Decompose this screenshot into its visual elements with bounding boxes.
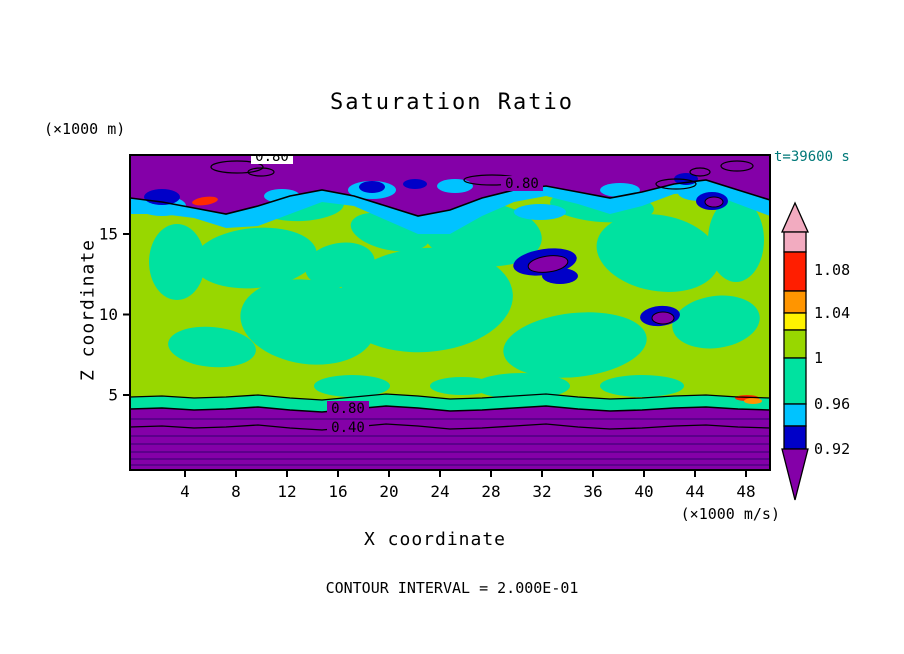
contour-interval-note: CONTOUR INTERVAL = 2.000E-01 [325,579,579,597]
svg-text:1.04: 1.04 [814,304,850,322]
y-axis-label: Z coordinate [77,238,99,382]
svg-text:12: 12 [277,482,296,501]
chart-title: Saturation Ratio [330,90,574,115]
svg-text:16: 16 [328,482,347,501]
svg-text:1: 1 [814,349,823,367]
svg-text:4: 4 [180,482,190,501]
svg-text:36: 36 [583,482,602,501]
svg-text:24: 24 [430,482,449,501]
svg-text:20: 20 [379,482,398,501]
svg-text:8: 8 [231,482,241,501]
svg-text:0.80: 0.80 [505,176,539,192]
svg-text:0.80: 0.80 [331,401,365,417]
svg-text:48: 48 [736,482,755,501]
y-axis-unit: (×1000 m) [44,120,126,138]
svg-text:28: 28 [481,482,500,501]
svg-text:0.40: 0.40 [331,420,365,436]
x-axis-label: X coordinate [363,529,507,550]
svg-text:44: 44 [685,482,704,501]
svg-text:0.96: 0.96 [814,395,850,413]
svg-text:0.92: 0.92 [814,440,850,458]
svg-text:40: 40 [634,482,653,501]
svg-text:15: 15 [99,225,118,244]
x-axis-unit: (×1000 m/s) [680,505,780,523]
svg-text:5: 5 [108,386,118,405]
svg-text:32: 32 [532,482,551,501]
time-annotation: t=39600 s [774,149,850,165]
svg-text:1.08: 1.08 [814,261,850,279]
svg-text:0.80: 0.80 [255,149,289,165]
svg-text:10: 10 [99,305,118,324]
